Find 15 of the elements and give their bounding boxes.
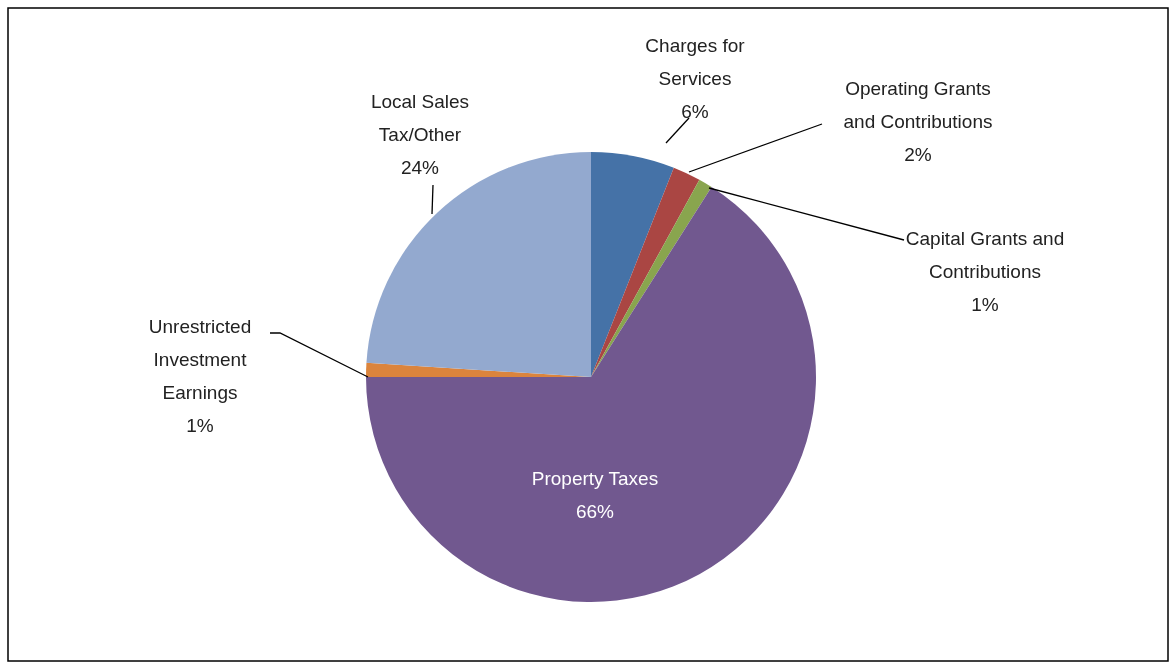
data-label: 2% — [904, 144, 932, 166]
slice-label: Property Taxes — [531, 468, 659, 490]
data-label: 6% — [681, 101, 709, 123]
slice-label: Charges for Services — [645, 35, 746, 90]
data-label: 1% — [186, 415, 214, 437]
slice-label: Operating Grants and Contributions — [843, 78, 993, 133]
slice-label: Unrestricted Investment Earnings — [148, 316, 252, 404]
pie-slice — [591, 152, 674, 377]
data-label: 24% — [400, 157, 440, 179]
pie-slice — [366, 152, 591, 377]
slice-label: Capital Grants and Contributions — [905, 228, 1065, 283]
slice-label: Local Sales Tax/Other — [370, 91, 470, 146]
pie-slice — [366, 187, 816, 602]
data-label: 1% — [971, 294, 999, 316]
data-label: 66% — [575, 501, 615, 523]
